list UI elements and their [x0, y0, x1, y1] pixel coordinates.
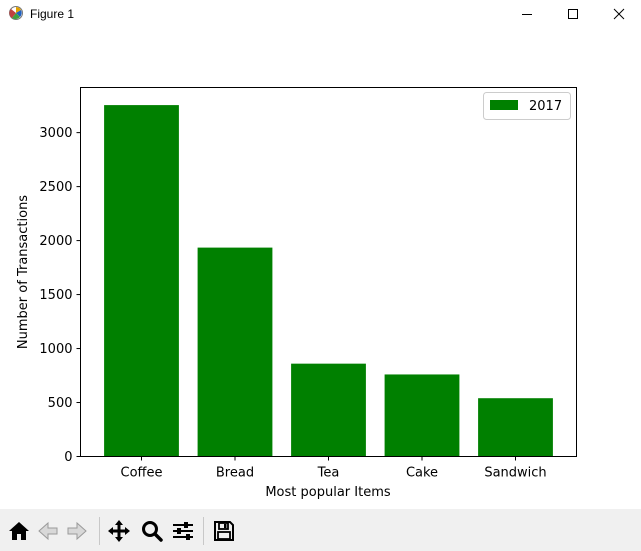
zoom-button[interactable] — [138, 517, 166, 545]
legend-frame — [483, 92, 571, 120]
bar-tea — [291, 363, 366, 457]
arrow-left-icon — [38, 521, 58, 541]
y-tick-label: 1500 — [39, 288, 72, 303]
x-tick-label: Tea — [317, 466, 340, 481]
maximize-button[interactable] — [550, 0, 596, 28]
legend-swatch — [490, 100, 518, 110]
bar-coffee — [104, 105, 179, 457]
x-tick-label: Cake — [406, 466, 438, 481]
back-button[interactable] — [34, 517, 62, 545]
home-button[interactable] — [5, 517, 33, 545]
bar-cake — [384, 374, 460, 457]
pan-button[interactable] — [105, 517, 133, 545]
y-tick-label: 1000 — [39, 342, 72, 357]
figure-canvas[interactable]: 0 500 1000 1500 2000 2500 3000 Coffee Bread Tea C… — [0, 28, 641, 509]
window-title: Figure 1 — [30, 7, 75, 21]
x-tick-label: Sandwich — [484, 466, 546, 481]
x-tick-label: Bread — [216, 466, 254, 481]
home-icon — [9, 522, 29, 540]
subplots-button[interactable] — [169, 517, 197, 545]
minimize-icon — [522, 14, 532, 15]
navigation-toolbar — [0, 509, 641, 551]
floppy-disk-icon — [214, 521, 234, 541]
move-icon — [108, 520, 130, 542]
legend: 2017 — [483, 92, 571, 120]
minimize-button[interactable] — [504, 0, 550, 28]
sliders-icon — [173, 522, 193, 540]
y-axis-label: Number of Transactions — [16, 195, 31, 349]
close-icon — [613, 8, 625, 20]
matplotlib-icon — [9, 6, 23, 20]
bar-chart: 0 500 1000 1500 2000 2500 3000 Coffee Bread Tea C… — [16, 87, 577, 500]
forward-button[interactable] — [63, 517, 91, 545]
y-tick-label: 2000 — [39, 234, 72, 249]
axes-frame — [80, 87, 577, 457]
arrow-right-icon — [67, 521, 87, 541]
save-button[interactable] — [210, 517, 238, 545]
toolbar-separator — [203, 517, 204, 545]
magnifier-icon — [142, 521, 163, 542]
toolbar-separator — [99, 517, 100, 545]
bar-bread — [197, 247, 273, 457]
y-tick-label: 500 — [48, 396, 73, 411]
y-tick-label: 0 — [64, 450, 72, 465]
maximize-icon — [568, 9, 578, 19]
window-titlebar: Figure 1 — [0, 0, 641, 28]
legend-label: 2017 — [529, 99, 562, 114]
y-tick-label: 3000 — [39, 126, 72, 141]
bar-sandwich — [478, 398, 553, 457]
x-axis-label: Most popular Items — [265, 485, 391, 500]
y-tick-label: 2500 — [39, 180, 72, 195]
x-tick-label: Coffee — [121, 466, 163, 481]
close-button[interactable] — [596, 0, 641, 28]
